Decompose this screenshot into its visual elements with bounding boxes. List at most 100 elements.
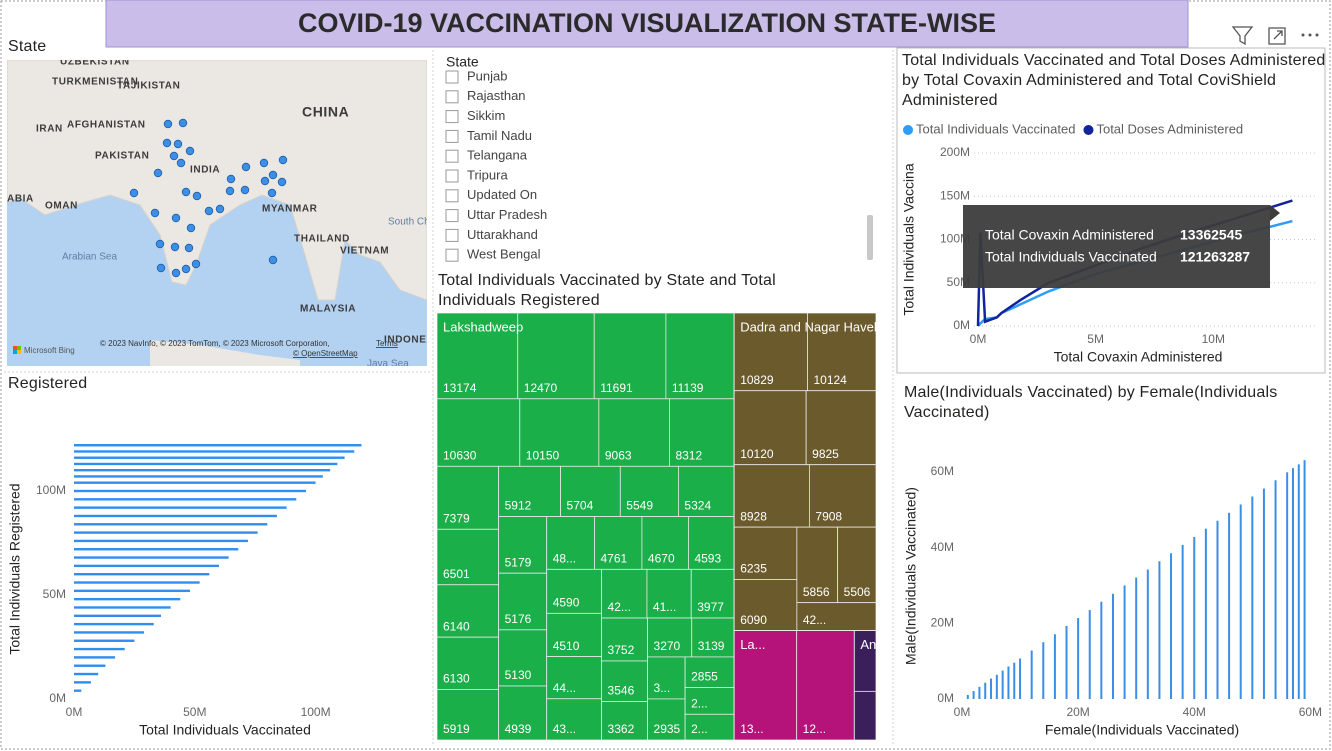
treemap-leaf[interactable]	[808, 464, 876, 528]
map-point[interactable]	[192, 191, 202, 201]
focus-mode-icon[interactable]	[1268, 27, 1286, 45]
treemap-leaf[interactable]	[601, 568, 648, 619]
map-point[interactable]	[191, 259, 201, 269]
checkbox[interactable]	[445, 228, 459, 242]
treemap-leaf[interactable]	[837, 526, 876, 604]
treemap-leaf[interactable]	[646, 568, 692, 619]
treemap-leaf[interactable]	[437, 584, 500, 638]
treemap-leaf[interactable]	[593, 313, 667, 400]
slicer-item[interactable]: Telangana	[467, 148, 528, 163]
map-point[interactable]	[185, 146, 195, 156]
treemap-leaf[interactable]	[498, 572, 548, 631]
map-point[interactable]	[173, 139, 183, 149]
map-point[interactable]	[169, 151, 179, 161]
x-tick-label: 10M	[1202, 332, 1225, 346]
treemap-leaf[interactable]	[498, 465, 561, 517]
treemap-leaf[interactable]	[601, 660, 648, 702]
treemap-leaf[interactable]	[619, 465, 679, 517]
map-point[interactable]	[181, 264, 191, 274]
map-point[interactable]	[184, 243, 194, 253]
slicer-item[interactable]: Tamil Nadu	[467, 128, 532, 143]
legend-label[interactable]: Total Doses Administered	[1096, 121, 1243, 136]
map-point[interactable]	[163, 119, 173, 129]
treemap-value-label: 6090	[740, 613, 767, 627]
slicer-item[interactable]: Punjab	[467, 68, 507, 83]
map-point[interactable]	[178, 118, 188, 128]
treemap-leaf[interactable]	[437, 528, 500, 586]
map-point[interactable]	[226, 174, 236, 184]
legend-label[interactable]: Total Individuals Vaccinated	[916, 121, 1075, 136]
treemap-leaf[interactable]	[437, 636, 500, 690]
scrollbar[interactable]	[867, 215, 873, 260]
checkbox[interactable]	[445, 129, 459, 143]
map-point[interactable]	[267, 188, 277, 198]
map-point[interactable]	[268, 255, 278, 265]
treemap-leaf[interactable]	[601, 617, 648, 662]
checkbox[interactable]	[445, 209, 459, 223]
checkbox[interactable]	[445, 248, 459, 262]
treemap-leaf[interactable]	[498, 685, 548, 740]
map-point[interactable]	[240, 185, 250, 195]
treemap-leaf[interactable]	[519, 398, 600, 467]
treemap-leaf[interactable]	[796, 630, 855, 740]
map-point[interactable]	[156, 263, 166, 273]
treemap-leaf[interactable]	[691, 617, 735, 658]
treemap-leaf[interactable]	[805, 390, 876, 466]
treemap-leaf[interactable]	[796, 602, 876, 631]
map-point[interactable]	[181, 187, 191, 197]
treemap-leaf[interactable]	[688, 516, 735, 570]
map-point[interactable]	[171, 213, 181, 223]
more-options-icon[interactable]	[1301, 33, 1319, 37]
map-terms[interactable]: Terms	[376, 339, 398, 348]
treemap-leaf[interactable]	[546, 568, 602, 614]
map-point[interactable]	[170, 242, 180, 252]
checkbox[interactable]	[445, 70, 459, 84]
map-point[interactable]	[171, 268, 181, 278]
map-point[interactable]	[176, 158, 186, 168]
treemap-leaf[interactable]	[684, 687, 735, 715]
treemap-leaf[interactable]	[853, 690, 876, 740]
map-point[interactable]	[277, 177, 287, 187]
slicer-item[interactable]: Updated On	[467, 187, 537, 202]
slicer-item[interactable]: West Bengal	[467, 247, 541, 262]
treemap-leaf[interactable]	[678, 465, 735, 517]
map-point[interactable]	[186, 223, 196, 233]
map-point[interactable]	[150, 208, 160, 218]
map-point[interactable]	[241, 162, 251, 172]
treemap-leaf[interactable]	[733, 630, 798, 740]
checkbox[interactable]	[445, 149, 459, 163]
map-point[interactable]	[259, 158, 269, 168]
slicer-item[interactable]: Uttarakhand	[467, 227, 538, 242]
treemap-leaf[interactable]	[669, 398, 735, 467]
map-point[interactable]	[260, 176, 270, 186]
map-point[interactable]	[204, 206, 214, 216]
treemap-leaf[interactable]	[601, 701, 648, 740]
slicer-item[interactable]: Uttar Pradesh	[467, 207, 547, 222]
map-point[interactable]	[162, 138, 172, 148]
map-point[interactable]	[268, 170, 278, 180]
treemap-leaf[interactable]	[733, 579, 798, 631]
slicer-item[interactable]: Tripura	[467, 167, 508, 182]
checkbox[interactable]	[445, 189, 459, 203]
checkbox[interactable]	[445, 90, 459, 104]
filter-icon[interactable]	[1231, 26, 1254, 46]
map-point[interactable]	[215, 204, 225, 214]
checkbox[interactable]	[445, 169, 459, 183]
treemap-leaf[interactable]	[517, 313, 595, 400]
slicer-item[interactable]: Sikkim	[467, 108, 505, 123]
checkbox[interactable]	[445, 110, 459, 124]
map-osm[interactable]: © OpenStreetMap	[293, 349, 358, 358]
map-point[interactable]	[129, 188, 139, 198]
treemap-leaf[interactable]	[437, 313, 519, 400]
map-point[interactable]	[153, 168, 163, 178]
map-point[interactable]	[155, 239, 165, 249]
treemap-leaf[interactable]	[733, 313, 808, 392]
slicer-item[interactable]: Rajasthan	[467, 88, 526, 103]
treemap-leaf[interactable]	[598, 398, 670, 467]
treemap-leaf[interactable]	[647, 617, 693, 658]
treemap-leaf[interactable]	[594, 516, 643, 570]
map-point[interactable]	[225, 186, 235, 196]
map-point[interactable]	[278, 155, 288, 165]
